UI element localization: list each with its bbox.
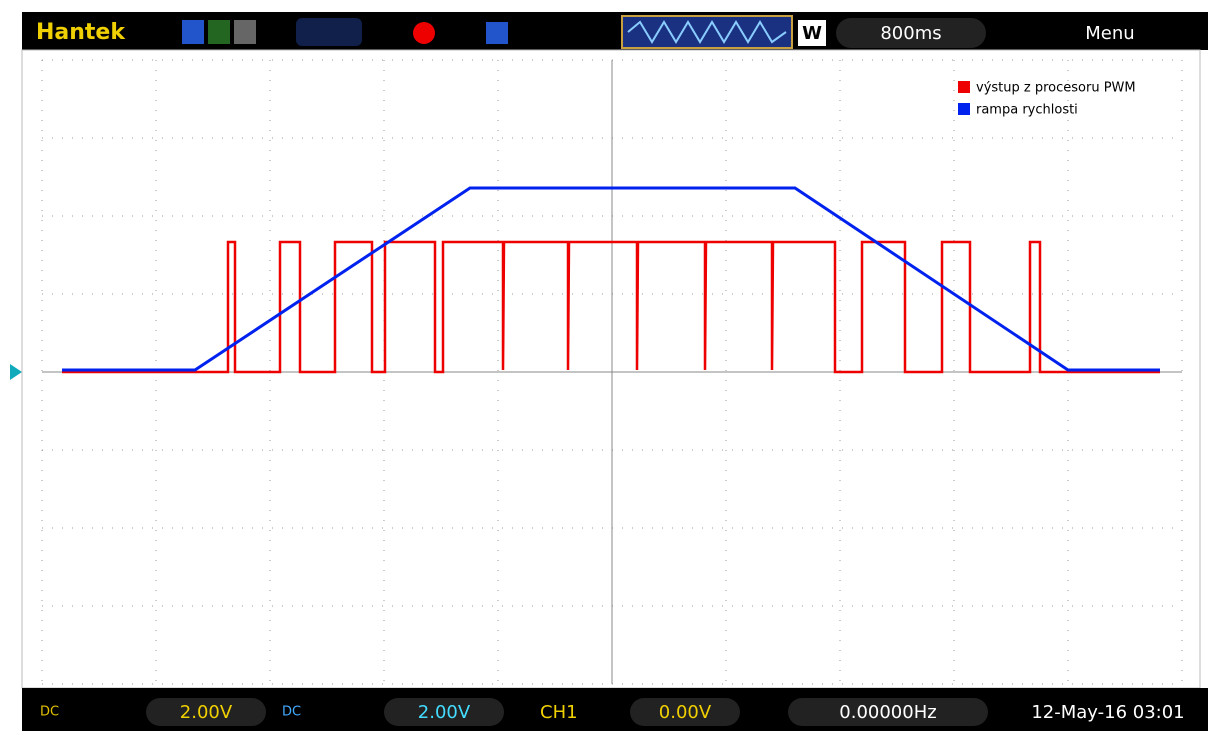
legend-label: rampa rychlosti bbox=[976, 103, 1078, 118]
page: Hantek W 800ms Menu výstup z procesoru P… bbox=[0, 0, 1208, 731]
coupling[interactable]: DC bbox=[282, 705, 301, 720]
coupling[interactable]: DC bbox=[40, 705, 59, 720]
menu[interactable]: Menu bbox=[1085, 23, 1134, 44]
frequency: 0.00000Hz bbox=[839, 702, 936, 723]
icon[interactable] bbox=[296, 18, 362, 46]
datetime: 12-May-16 03:01 bbox=[1031, 702, 1184, 723]
timebase: 800ms bbox=[880, 23, 941, 44]
scope-window: Hantek W 800ms Menu výstup z procesoru P… bbox=[0, 0, 1208, 731]
trigger-level: 0.00V bbox=[659, 702, 712, 723]
ch1-volts: 2.00V bbox=[180, 702, 233, 723]
brand: Hantek bbox=[36, 20, 126, 45]
icon[interactable] bbox=[182, 20, 204, 44]
legend-swatch bbox=[958, 81, 970, 93]
record-button[interactable] bbox=[413, 22, 435, 44]
ch2-volts: 2.00V bbox=[418, 702, 471, 723]
icon[interactable] bbox=[234, 20, 256, 44]
icon[interactable] bbox=[208, 20, 230, 44]
legend-label: výstup z procesoru PWM bbox=[976, 81, 1136, 96]
save-icon[interactable] bbox=[486, 22, 508, 44]
trigger-source[interactable]: CH1 bbox=[540, 702, 578, 723]
wave-mode: W bbox=[802, 23, 822, 44]
legend-swatch bbox=[958, 103, 970, 115]
